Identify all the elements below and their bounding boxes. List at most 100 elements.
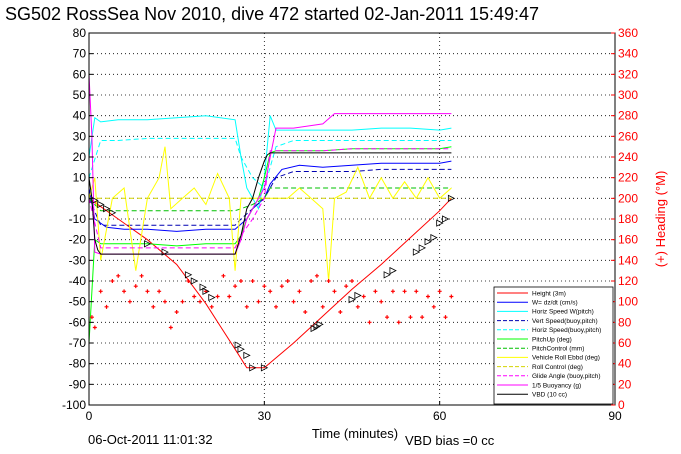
series-line-4 [88, 137, 452, 189]
heading-point [233, 284, 238, 289]
heading-point [174, 310, 179, 314]
x-tick-label: 0 [86, 409, 93, 423]
heading-point [361, 294, 366, 299]
heading-point [309, 279, 314, 283]
y-tick-label: -50 [69, 295, 87, 309]
y-right-tick-label: 260 [618, 129, 638, 143]
heading-point [390, 289, 395, 294]
y-right-tick-label: 80 [618, 315, 632, 329]
x-tick-label: 90 [608, 409, 622, 423]
series-line-6 [88, 187, 452, 212]
height-marker [424, 238, 432, 246]
heading-points [89, 273, 454, 330]
heading-point [303, 310, 308, 314]
heading-point [431, 304, 436, 309]
height-marker [190, 277, 199, 285]
legend-label-6: PitchControl (mm) [532, 346, 584, 353]
heading-point [262, 284, 267, 289]
y-right-tick-label: 280 [618, 109, 638, 123]
y-tick-label: 20 [73, 150, 87, 164]
y-axis-left: -100-90-80-70-60-50-40-30-20-10010203040… [62, 26, 93, 412]
heading-point [420, 315, 425, 320]
height-marker [316, 320, 324, 329]
height-marker [208, 293, 216, 302]
height-marker [249, 364, 257, 372]
heading-point [133, 284, 138, 289]
heading-point [89, 315, 94, 320]
heading-point [379, 299, 384, 304]
height-marker [430, 233, 438, 242]
y-tick-label: 40 [73, 109, 87, 123]
y-right-tick-label: 180 [618, 212, 638, 226]
height-marker [442, 215, 450, 223]
y-right-tick-label: 200 [618, 191, 638, 205]
series-line-11 [88, 152, 452, 255]
heading-point [402, 289, 407, 294]
heading-point [192, 294, 197, 299]
height-marker [418, 244, 427, 252]
heading-point [250, 279, 255, 283]
height-marker [202, 287, 210, 295]
heading-point [385, 315, 390, 320]
y-tick-label: -60 [69, 315, 87, 329]
y-tick-label: -70 [69, 336, 87, 350]
heading-point [221, 273, 226, 278]
height-markers [91, 194, 456, 372]
y-tick-label: 0 [79, 191, 86, 205]
legend-label-5: PitchUp (deg) [532, 336, 572, 343]
y-right-tick-label: 0 [618, 398, 625, 412]
heading-point [186, 279, 191, 283]
x-axis: 0 30 60 90 [86, 401, 622, 423]
height-marker [144, 240, 152, 248]
x-tick-label: 30 [258, 409, 272, 423]
heading-point [297, 289, 302, 294]
heading-point [110, 279, 115, 283]
heading-point [157, 289, 162, 294]
series-line-3 [88, 168, 452, 226]
heading-point [326, 279, 331, 283]
y-tick-label: -40 [69, 274, 87, 288]
y-tick-label: 50 [73, 88, 87, 102]
legend-label-3: Vert Speed(buoy,pitch) [532, 318, 598, 325]
heading-point [449, 294, 454, 299]
height-marker [237, 345, 245, 353]
heading-point [437, 289, 442, 294]
heading-point [338, 310, 343, 314]
heading-point [238, 279, 243, 283]
y-tick-label: 10 [73, 171, 87, 185]
legend-label-8: Roll Control (deg) [532, 364, 583, 371]
y-tick-label: 70 [73, 47, 87, 61]
heading-point [425, 294, 430, 299]
y-axis-right: 0 20 40 60 80 100 120 140 160 180 200 220 240 260 280 3… [611, 26, 638, 412]
data-series [88, 74, 452, 369]
legend: Height (3m) W= dz/dt (cm/s) Horiz Speed W(… [493, 286, 614, 405]
heading-point [92, 325, 97, 330]
heading-point [373, 289, 378, 294]
x-axis-label: Time (minutes) [312, 426, 398, 441]
heading-point [227, 294, 232, 299]
y-right-tick-label: 40 [618, 357, 632, 371]
y-right-tick-label: 320 [618, 67, 638, 81]
height-marker [103, 205, 111, 213]
height-marker [184, 271, 193, 279]
legend-label-2: Horiz Speed W(pitch) [532, 309, 594, 316]
legend-label-11: VBD (10 cc) [532, 392, 567, 399]
height-marker [348, 295, 356, 304]
heading-point [268, 289, 273, 294]
height-marker [260, 364, 269, 372]
heading-point [180, 299, 185, 304]
x-tick-label: 60 [433, 409, 447, 423]
y-tick-label: -30 [69, 253, 87, 267]
y-axis-right-label: (+) Heading (°M) [653, 171, 668, 268]
footer-date: 06-Oct-2011 11:01:32 [88, 432, 213, 447]
heading-point [367, 320, 372, 325]
heading-point [408, 315, 413, 320]
heading-point [256, 299, 261, 304]
legend-label-4: Horiz Speed(buoy,pitch) [532, 327, 601, 334]
y-right-tick-label: 240 [618, 150, 638, 164]
heading-point [168, 325, 173, 330]
y-tick-label: -20 [69, 233, 87, 247]
height-marker [91, 196, 99, 205]
height-marker [97, 200, 105, 209]
